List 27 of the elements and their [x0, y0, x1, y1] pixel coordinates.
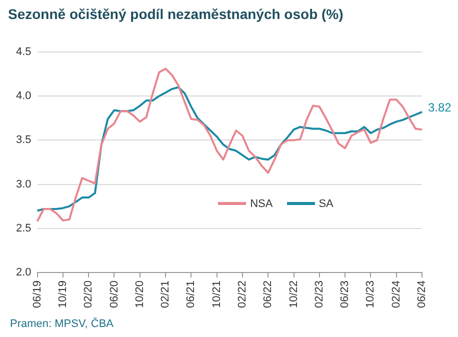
x-tick-label: 02/24 — [390, 280, 402, 308]
chart-title: Sezonně očištěný podíl nezaměstnaných osob (%) — [8, 6, 344, 22]
x-tick-label: 10/19 — [56, 280, 69, 308]
x-tick-label: 10/20 — [134, 280, 146, 308]
x-tick-label: 06/23 — [339, 280, 352, 308]
x-tick-label: 02/23 — [313, 280, 326, 308]
y-tick-label: 4.0 — [16, 90, 32, 102]
x-tick-label: 06/20 — [108, 280, 120, 308]
x-tick-label: 10/21 — [210, 280, 223, 308]
y-tick-label: 3.0 — [16, 178, 32, 190]
y-tick-label: 2.5 — [16, 222, 32, 234]
x-tick-label: 10/22 — [288, 280, 300, 308]
data-label: 3.82 — [428, 100, 452, 114]
y-tick-label: 2.0 — [16, 266, 32, 279]
y-tick-label: 4.5 — [16, 46, 32, 58]
legend-label: NSA — [250, 198, 273, 210]
y-tick-label: 3.5 — [16, 134, 32, 146]
legend-label: SA — [318, 198, 334, 210]
x-tick-label: 06/21 — [185, 280, 198, 308]
x-tick-label: 06/19 — [31, 280, 44, 308]
text: Pramen: MPSV, ČBA — [10, 318, 114, 330]
x-tick-label: 02/22 — [236, 280, 248, 308]
x-tick-label: 02/21 — [160, 280, 172, 308]
x-tick-label: 10/23 — [364, 280, 377, 308]
x-tick-label: 06/22 — [262, 280, 274, 308]
x-tick-label: 02/20 — [82, 280, 95, 308]
x-tick-label: 06/24 — [416, 280, 428, 308]
